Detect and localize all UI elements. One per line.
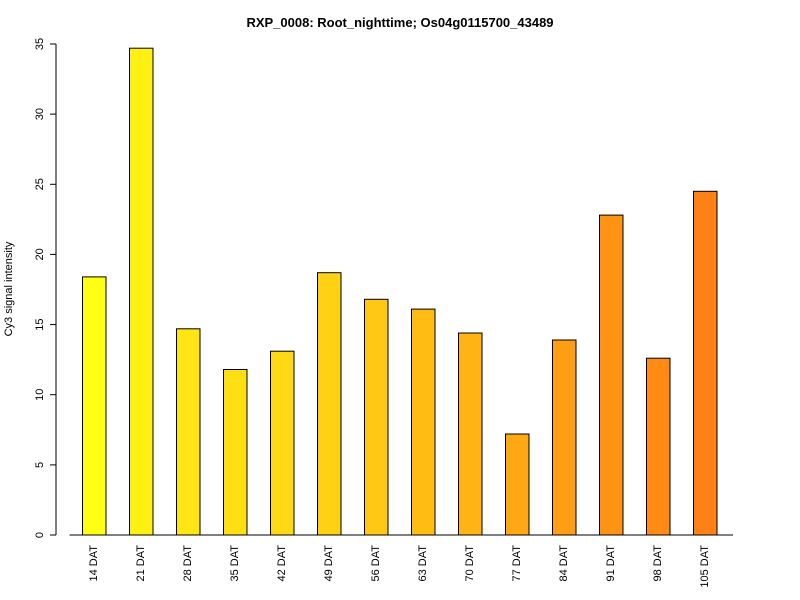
x-tick-label: 49 DAT	[323, 545, 335, 582]
bars-layer	[82, 47, 718, 536]
x-tick-label: 91 DAT	[605, 545, 617, 582]
y-axis: 0 5 10 15 20 25 30 35	[34, 38, 57, 538]
x-tick-label: 21 DAT	[135, 545, 147, 582]
bar	[82, 276, 107, 536]
x-tick-label: 56 DAT	[370, 545, 382, 582]
bar	[693, 190, 718, 536]
bar	[317, 272, 342, 536]
bar	[458, 332, 483, 536]
y-tick-label: 30	[34, 108, 46, 120]
bar	[364, 298, 389, 536]
y-tick-label: 5	[34, 462, 46, 468]
y-tick-label: 35	[34, 38, 46, 50]
x-tick-label: 63 DAT	[417, 545, 429, 582]
y-tick-label: 0	[34, 532, 46, 538]
y-tick-label: 25	[34, 178, 46, 190]
bar	[599, 214, 624, 536]
x-tick-label: 42 DAT	[276, 545, 288, 582]
bar	[176, 328, 201, 536]
y-axis-label: Cy3 signal intensity	[3, 241, 15, 336]
bar	[411, 308, 436, 536]
x-tick-label: 70 DAT	[464, 545, 476, 582]
bar	[552, 339, 577, 536]
bar	[270, 350, 295, 536]
x-tick-label: 35 DAT	[229, 545, 241, 582]
x-tick-label: 28 DAT	[182, 545, 194, 582]
bar	[505, 433, 530, 536]
x-tick-label: 14 DAT	[88, 545, 100, 582]
x-tick-label: 98 DAT	[652, 545, 664, 582]
x-tick-label: 77 DAT	[511, 545, 523, 582]
y-tick-label: 10	[34, 389, 46, 401]
y-tick-label: 15	[34, 318, 46, 330]
bar	[129, 47, 154, 536]
chart-title: RXP_0008: Root_nighttime; Os04g0115700_4…	[246, 15, 553, 30]
bar	[646, 357, 671, 536]
y-tick-label: 20	[34, 248, 46, 260]
x-axis: 14 DAT 21 DAT 28 DAT 35 DAT 42 DAT 49 DAT 56 D…	[69, 534, 733, 588]
bar	[223, 369, 248, 536]
x-tick-label: 84 DAT	[558, 545, 570, 582]
x-tick-label: 105 DAT	[699, 545, 711, 588]
